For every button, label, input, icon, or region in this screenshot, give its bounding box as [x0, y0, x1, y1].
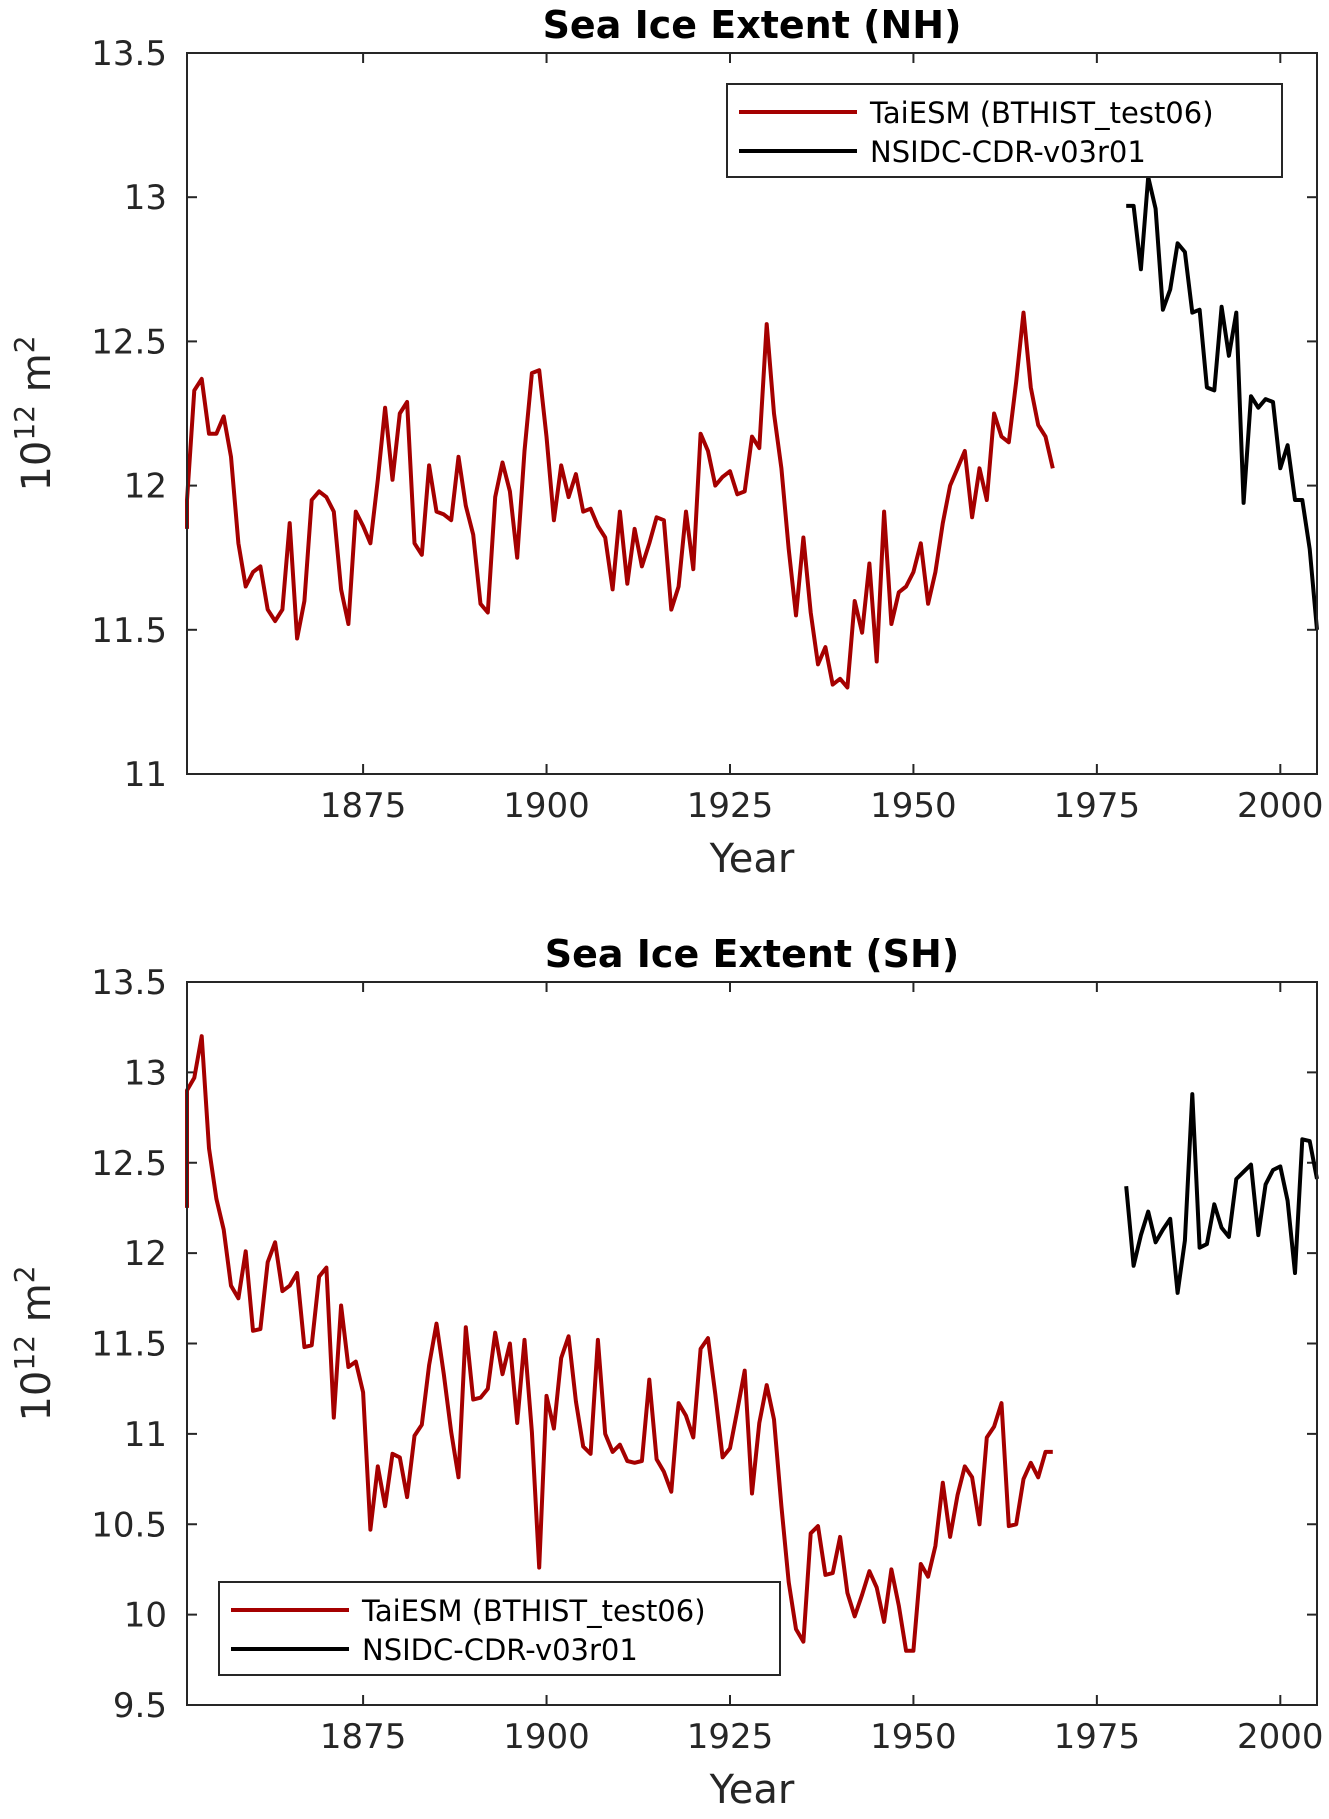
legend-box — [218, 1581, 781, 1676]
y-axis-label-unit: m — [14, 353, 60, 405]
x-tick-label: 1900 — [503, 1717, 590, 1757]
legend-box — [726, 83, 1283, 178]
y-tick-label: 13.5 — [91, 34, 167, 74]
x-tick-label: 1950 — [870, 1717, 957, 1757]
chart-title: Sea Ice Extent (SH) — [545, 932, 959, 976]
y-tick-label: 13.5 — [91, 963, 167, 1003]
x-tick-label: 1875 — [320, 1717, 407, 1757]
y-tick-label: 12 — [124, 1234, 167, 1274]
series-line-taiesm — [185, 1034, 1053, 1653]
x-tick-label: 1975 — [1054, 1717, 1141, 1757]
x-tick-label: 1925 — [687, 1717, 774, 1757]
x-tick-label: 2000 — [1237, 786, 1324, 826]
x-axis-label: Year — [709, 836, 795, 882]
chart-panel-nh: Sea Ice Extent (NH) 11 11.5 12 12.5 13 13.5 187… — [8, 3, 1324, 882]
y-tick-label: 10.5 — [91, 1505, 167, 1545]
x-tick-label: 1875 — [320, 786, 407, 826]
y-tick-label: 11.5 — [91, 611, 167, 651]
y-tick-label: 12.5 — [91, 1144, 167, 1184]
y-axis-label: 1012 m2 — [8, 335, 60, 491]
legend-label-nsidc: NSIDC-CDR-v03r01 — [362, 1633, 638, 1667]
y-tick-label: 10 — [124, 1596, 167, 1636]
y-tick-label: 9.5 — [113, 1686, 167, 1726]
x-tick-label: 1975 — [1054, 786, 1141, 826]
y-axis-label-exponent: 12 — [8, 1335, 41, 1371]
y-tick-label: 13 — [124, 1053, 167, 1093]
y-tick-label: 11 — [124, 1415, 167, 1455]
legend: TaiESM (BTHIST_test06) NSIDC-CDR-v03r01 — [726, 83, 1283, 178]
chart-panel-sh: Sea Ice Extent (SH) 9.5 10 10.5 11 11.5 12 12.5… — [8, 932, 1324, 1813]
series-line-nsidc — [1124, 1092, 1319, 1295]
plot-frame — [186, 981, 1318, 1706]
y-axis-label-unit-exponent: 2 — [8, 1265, 41, 1283]
y-axis-label-base: 10 — [14, 441, 60, 492]
legend-label-taiesm: TaiESM (BTHIST_test06) — [869, 96, 1214, 130]
legend-label-taiesm: TaiESM (BTHIST_test06) — [361, 1594, 706, 1628]
y-axis-label-exponent: 12 — [8, 405, 41, 441]
y-axis-label-unit: m — [14, 1283, 60, 1335]
y-tick-label: 12 — [124, 467, 167, 507]
chart-title: Sea Ice Extent (NH) — [543, 3, 962, 47]
y-tick-label: 12.5 — [91, 322, 167, 362]
y-axis-label: 1012 m2 — [8, 1265, 60, 1421]
x-tick-label: 1925 — [687, 786, 774, 826]
y-axis-label-base: 10 — [14, 1371, 60, 1422]
legend: TaiESM (BTHIST_test06) NSIDC-CDR-v03r01 — [218, 1581, 781, 1676]
series-line-taiesm — [185, 310, 1055, 690]
x-axis-label: Year — [709, 1767, 795, 1813]
x-tick-label: 2000 — [1237, 1717, 1324, 1757]
y-tick-label: 11.5 — [91, 1325, 167, 1365]
legend-label-nsidc: NSIDC-CDR-v03r01 — [870, 135, 1146, 169]
plot-frame — [186, 52, 1318, 775]
y-tick-label: 11 — [124, 755, 167, 795]
x-tick-label: 1950 — [870, 786, 957, 826]
x-tick-label: 1900 — [503, 786, 590, 826]
series-line-nsidc — [1126, 175, 1319, 630]
y-axis-label-unit-exponent: 2 — [8, 335, 41, 353]
y-tick-label: 13 — [124, 178, 167, 218]
